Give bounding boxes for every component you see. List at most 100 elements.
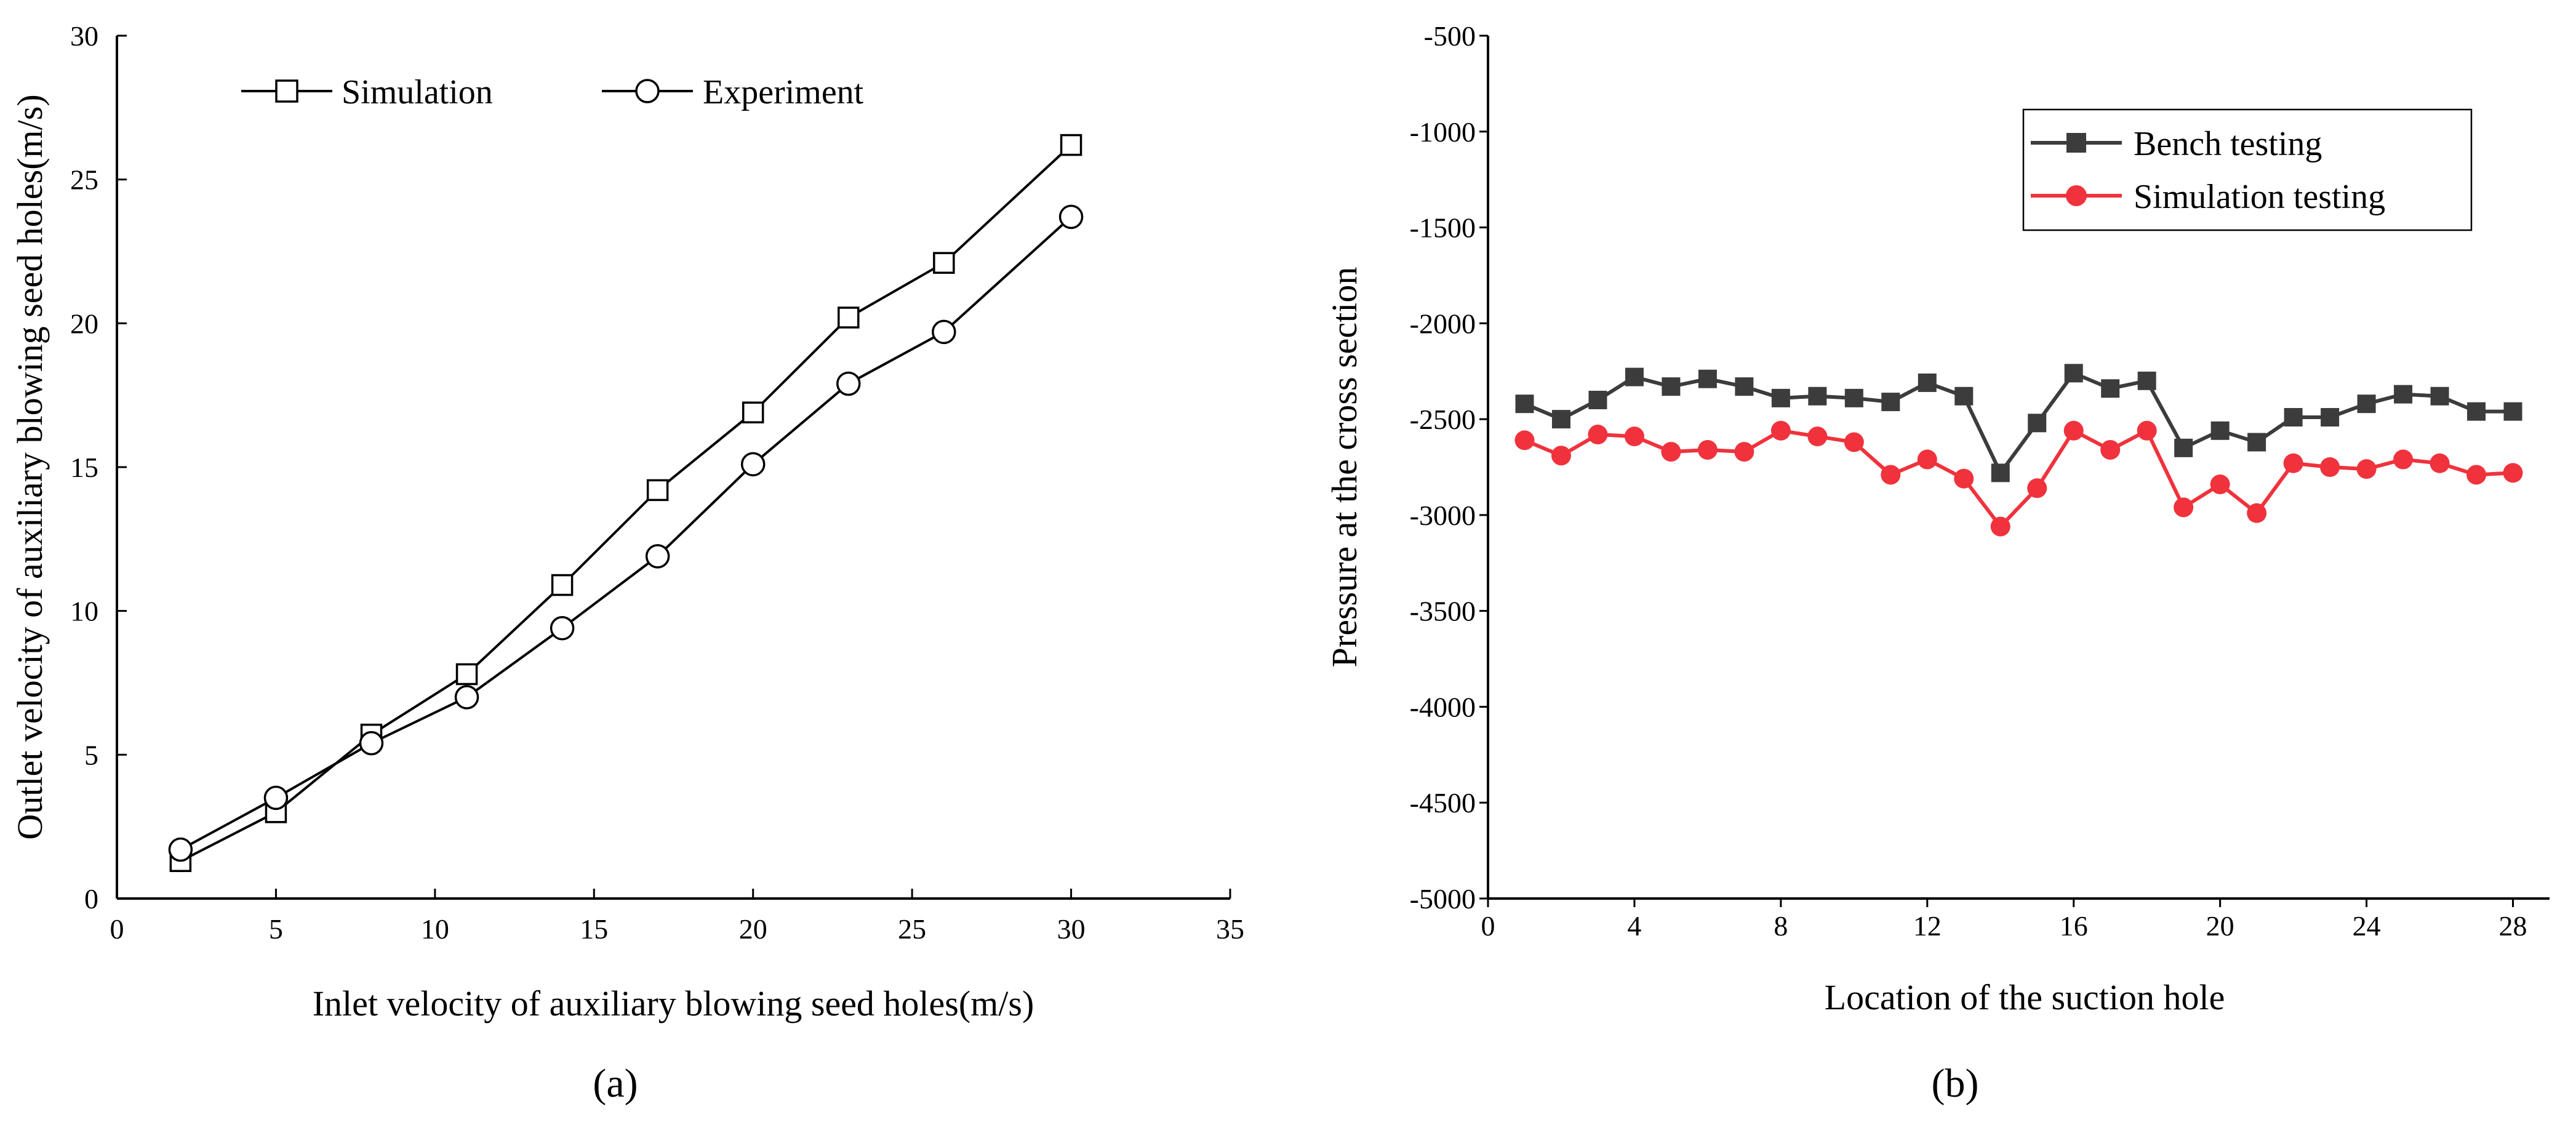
chart-b-x-tick-label: 20 xyxy=(2206,910,2234,942)
chart-b-x-tick-label: 24 xyxy=(2353,910,2381,942)
chart-b-y-tick-label: -500 xyxy=(1424,20,1476,52)
chart-a-series xyxy=(168,134,1084,872)
chart-b-x-tick-label: 28 xyxy=(2499,910,2527,942)
chart-a-x-tick-label: 0 xyxy=(110,913,124,945)
data-point-simulation-testing xyxy=(1770,420,1791,441)
data-point-bench-testing xyxy=(1991,463,2010,482)
data-point-simulation-testing xyxy=(1954,468,1974,489)
data-point-experiment xyxy=(836,371,861,396)
legend-a-experiment: Experiment xyxy=(602,73,864,111)
data-point-bench-testing xyxy=(2284,407,2303,426)
legend-b-bench-testing-label: Bench testing xyxy=(2134,125,2322,163)
data-point-experiment xyxy=(1058,204,1084,230)
data-point-bench-testing xyxy=(2174,438,2193,457)
data-point-bench-testing xyxy=(1625,367,1644,386)
chart-a-y-tick-label: 0 xyxy=(84,883,98,915)
chart-b-x-tick-label: 12 xyxy=(1913,910,1942,942)
data-point-simulation-testing xyxy=(2210,474,2230,495)
data-point-bench-testing xyxy=(2137,371,2156,390)
legend-b-box xyxy=(2022,108,2473,231)
chart-b-y-tick-label: -2500 xyxy=(1410,404,1476,435)
data-point-simulation-testing xyxy=(2247,503,2267,523)
panel-label-a: (a) xyxy=(593,1061,638,1106)
data-point-bench-testing xyxy=(2028,414,2047,433)
data-point-bench-testing xyxy=(1771,388,1790,407)
data-point-simulation-testing xyxy=(1917,449,1937,470)
data-point-simulation xyxy=(933,252,955,274)
data-point-simulation-testing xyxy=(2063,420,2084,441)
data-point-simulation-testing xyxy=(1844,432,1864,452)
chart-a-x-ticks: 0 5 10 15 20 25 30 35 xyxy=(110,889,1244,945)
data-point-experiment xyxy=(168,837,193,862)
data-point-simulation-testing xyxy=(1881,465,1901,485)
data-point-experiment xyxy=(740,452,766,477)
data-point-bench-testing xyxy=(1954,386,1974,406)
chart-b-y-tick-label: -3000 xyxy=(1410,500,1476,531)
data-point-simulation xyxy=(742,401,764,423)
chart-b-x-tick-label: 4 xyxy=(1627,910,1641,942)
chart-a-x-tick-label: 25 xyxy=(898,913,926,945)
chart-a-x-axis-label: Inlet velocity of auxiliary blowing seed… xyxy=(313,983,1034,1023)
chart-b-y-tick-label: -4500 xyxy=(1410,787,1476,819)
legend-b-simulation-testing-label: Simulation testing xyxy=(2134,178,2385,216)
data-point-bench-testing xyxy=(2394,385,2413,404)
legend-a-simulation-marker xyxy=(275,79,298,103)
chart-a: 0 5 10 15 20 25 30 35 0 5 10 15 20 25 30 Simulation E… xyxy=(10,20,1244,1106)
legend-b-bench-testing: Bench testing xyxy=(2031,125,2322,163)
chart-b: 0 4 8 12 16 20 24 28 -5000-4500-4000-3500-3000-… xyxy=(1324,20,2550,1106)
chart-a-x-tick-label: 15 xyxy=(580,913,608,945)
data-point-simulation-testing xyxy=(2137,420,2157,441)
chart-b-y-tick-label: -4000 xyxy=(1410,691,1476,723)
chart-b-x-ticks: 0 4 8 12 16 20 24 28 xyxy=(1481,899,2527,942)
data-point-bench-testing xyxy=(1698,369,1717,388)
data-point-bench-testing xyxy=(2321,407,2340,426)
chart-a-y-ticks: 0 5 10 15 20 25 30 xyxy=(70,20,127,915)
data-point-simulation xyxy=(1060,134,1082,156)
data-point-bench-testing xyxy=(1918,373,1937,392)
data-point-simulation-testing xyxy=(2027,478,2047,498)
data-point-simulation-testing xyxy=(1990,516,2010,537)
data-point-simulation xyxy=(455,663,478,686)
data-point-simulation-testing xyxy=(1697,439,1718,460)
series-line-simulation xyxy=(180,144,1072,863)
chart-a-y-tick-label: 5 xyxy=(84,739,98,771)
data-point-simulation-testing xyxy=(2393,449,2414,470)
data-point-bench-testing xyxy=(2503,402,2522,421)
data-point-simulation xyxy=(646,479,669,502)
data-point-bench-testing xyxy=(1881,393,1900,412)
data-point-simulation-testing xyxy=(2174,497,2194,518)
series-line-bench-testing xyxy=(1524,371,2513,475)
legend-a-simulation-label: Simulation xyxy=(342,73,493,111)
data-point-simulation-testing xyxy=(1551,446,1571,466)
data-point-simulation-testing xyxy=(2283,453,2303,473)
legend-b-bench-testing-marker xyxy=(2066,133,2086,153)
legend-b-simulation-testing: Simulation testing xyxy=(2031,178,2385,216)
data-point-simulation-testing xyxy=(1514,430,1535,450)
legend-b-simulation-testing-marker xyxy=(2066,185,2087,206)
data-point-simulation-testing xyxy=(1661,442,1681,462)
data-point-simulation-testing xyxy=(2356,459,2377,479)
chart-b-y-axis-label: Pressure at the cross section xyxy=(1324,267,1364,668)
chart-a-legend: Simulation Experiment xyxy=(241,73,864,111)
chart-b-y-tick-label: -3500 xyxy=(1410,596,1476,627)
chart-a-x-tick-label: 20 xyxy=(739,913,767,945)
chart-a-x-tick-label: 5 xyxy=(269,913,283,945)
chart-a-y-tick-label: 30 xyxy=(70,20,98,52)
chart-a-y-tick-label: 10 xyxy=(70,596,98,627)
series-line-experiment xyxy=(180,215,1072,851)
chart-b-x-tick-label: 16 xyxy=(2060,910,2088,942)
data-point-bench-testing xyxy=(2064,364,2083,383)
data-point-simulation-testing xyxy=(1807,426,1828,447)
panel-label-b: (b) xyxy=(1932,1061,1979,1106)
chart-b-series xyxy=(1514,364,2523,537)
data-point-bench-testing xyxy=(2430,386,2449,406)
data-point-bench-testing xyxy=(2210,421,2230,440)
data-point-simulation-testing xyxy=(1734,442,1754,462)
data-point-experiment xyxy=(932,319,956,345)
data-point-bench-testing xyxy=(1808,386,1827,406)
data-point-bench-testing xyxy=(1662,377,1681,396)
data-point-bench-testing xyxy=(1551,410,1570,429)
chart-b-axes xyxy=(1487,36,2550,900)
data-point-bench-testing xyxy=(2357,394,2376,414)
data-point-experiment xyxy=(645,544,670,569)
